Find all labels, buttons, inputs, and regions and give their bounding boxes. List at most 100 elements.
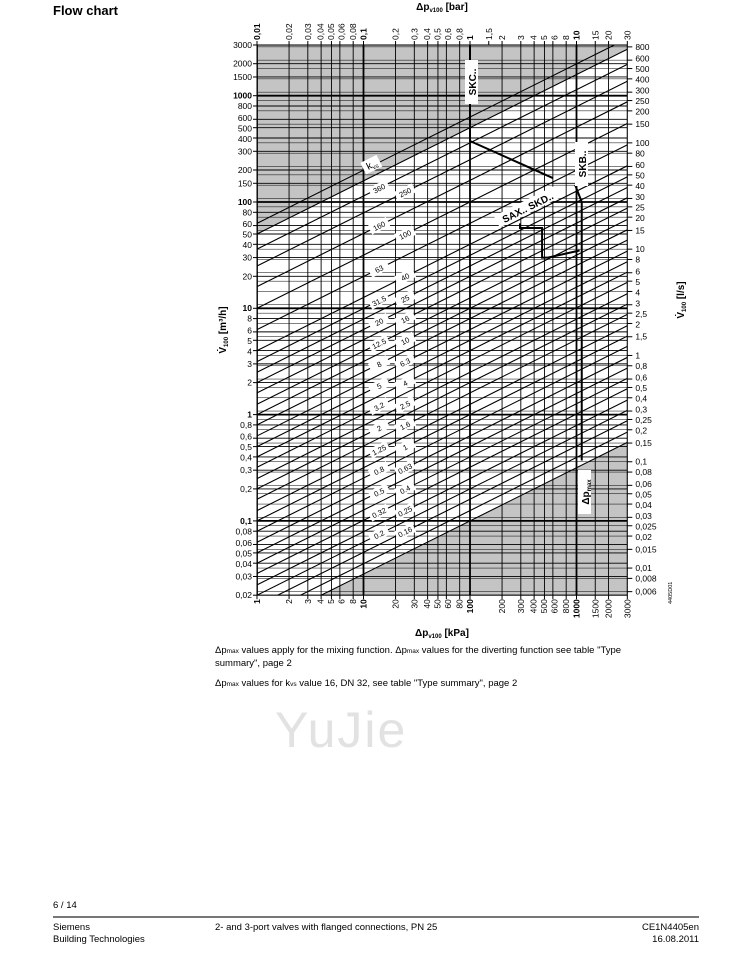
y-right-tick-label: 0,25 xyxy=(635,415,652,425)
y-right-tick-label: 3 xyxy=(635,298,640,308)
kvs-label-text: 25 xyxy=(399,293,410,305)
y-left-tick-label: 3000 xyxy=(233,40,252,50)
y-left-tick-label: 0,08 xyxy=(235,526,252,536)
y-right-tick-label: 15 xyxy=(635,225,645,235)
x-bottom-tick-label: 2 xyxy=(284,599,294,604)
kvs-line xyxy=(257,122,628,309)
kvs-line xyxy=(276,420,628,596)
y-right-tick-label: 100 xyxy=(635,138,649,148)
kvs-label: 2 xyxy=(367,419,391,437)
kvs-label-bg xyxy=(393,416,417,435)
kvs-label-text: 0.8 xyxy=(373,464,386,477)
kvs-line xyxy=(257,261,628,448)
y-left-tick-label: 2000 xyxy=(233,59,252,69)
kvs-label-text: 0.2 xyxy=(373,528,386,541)
x-bottom-tick-label: 3000 xyxy=(622,599,632,618)
kvs-line xyxy=(257,239,628,426)
y-right-tick-label: 0,04 xyxy=(635,500,652,510)
document-number: CE1N4405en xyxy=(641,922,699,933)
y-left-tick-label: 1 xyxy=(247,410,252,420)
kvs-line xyxy=(257,335,628,522)
x-top-tick-label: 0,04 xyxy=(315,23,325,40)
kvs-line xyxy=(257,80,628,267)
kvs-line xyxy=(257,186,628,373)
y-right-tick-label: 40 xyxy=(635,181,645,191)
kvs-label-bg xyxy=(393,225,417,244)
y-left-tick-label: 0,3 xyxy=(240,465,252,475)
y-left-tick-label: 0,4 xyxy=(240,453,252,463)
y-right-tick-label: 0,8 xyxy=(635,361,647,371)
kvs-line xyxy=(257,271,628,458)
y-right-tick-label: 0,06 xyxy=(635,479,652,489)
x-bottom-tick-label: 5 xyxy=(326,599,336,604)
y-left-tick-label: 0,02 xyxy=(235,590,252,600)
kvs-label-bg xyxy=(393,310,417,328)
x-bottom-tick-label: 4 xyxy=(315,599,325,604)
y-right-tick-label: 0,01 xyxy=(635,563,652,573)
kvs-label-text: 63 xyxy=(373,263,384,275)
x-top-tick-label: 6 xyxy=(549,35,559,40)
kvs-label-bg xyxy=(367,312,391,331)
y-left-axis-title-sub: 100 xyxy=(224,336,230,347)
x-top-tick-label: 0,2 xyxy=(391,28,401,40)
x-top-tick-label: 20 xyxy=(604,30,614,40)
y-left-tick-label: 60 xyxy=(243,219,253,229)
y-right-axis-title-unit: [l/s] xyxy=(676,281,687,302)
y-right-tick-label: 0,015 xyxy=(635,544,657,554)
kvs-label: 0.5 xyxy=(367,483,391,501)
x-top-tick-label: 15 xyxy=(590,30,600,40)
y-left-tick-label: 2 xyxy=(247,378,252,388)
note-text: values for the diverting function see ta… xyxy=(215,645,622,669)
kvs-label-text: 10 xyxy=(399,335,410,347)
x-bottom-axis-title-unit: [kPa] xyxy=(442,628,469,639)
kvs-label-text: 16 xyxy=(399,314,410,326)
y-right-tick-label: 8 xyxy=(635,255,640,265)
kvs-line xyxy=(257,63,628,250)
y-right-axis-title: V̇100 [l/s] xyxy=(675,281,688,318)
x-bottom-tick-label: 1500 xyxy=(590,599,600,618)
x-top-tick-label: 0,01 xyxy=(252,23,262,40)
x-top-tick-label: 5 xyxy=(539,35,549,40)
y-left-tick-label: 50 xyxy=(243,230,253,240)
kvs-label: 1 xyxy=(393,438,417,456)
y-right-tick-label: 600 xyxy=(635,54,649,64)
kvs-label-bg xyxy=(393,395,417,414)
x-top-tick-label: 0,4 xyxy=(422,28,432,40)
x-top-tick-label: 0,1 xyxy=(359,28,369,40)
kvs-label-bg xyxy=(367,259,391,278)
dpmax-curve xyxy=(574,184,583,461)
kvs-label-bg xyxy=(367,216,391,235)
x-top-tick-label: 1,5 xyxy=(484,28,494,40)
kvs-label: 1.6 xyxy=(393,416,417,435)
kvs-line xyxy=(257,313,628,500)
x-top-axis-title-sub: v100 xyxy=(429,8,443,14)
kvs-line xyxy=(257,293,628,480)
y-left-tick-label: 10 xyxy=(243,303,253,313)
y-right-tick-label: 10 xyxy=(635,244,645,254)
y-left-tick-label: 30 xyxy=(243,253,253,263)
x-top-tick-label: 4 xyxy=(528,35,538,40)
y-right-tick-label: 0,1 xyxy=(635,457,647,467)
kvs-label-bg xyxy=(393,183,417,202)
y-right-tick-label: 1 xyxy=(635,350,640,360)
x-top-tick-label: 0,06 xyxy=(336,23,346,40)
y-left-tick-label: 0,06 xyxy=(235,538,252,548)
x-top-tick-label: 0,05 xyxy=(326,23,336,40)
kvs-line xyxy=(257,325,628,512)
kvs-label-bg xyxy=(393,480,417,499)
kvs-line xyxy=(257,356,628,543)
kvs-label: 0.8 xyxy=(367,461,391,480)
kvs-label: 3.2 xyxy=(367,397,391,416)
x-bottom-tick-label: 50 xyxy=(432,599,442,609)
kvs-line xyxy=(257,176,628,363)
x-bottom-tick-label: 100 xyxy=(465,599,475,613)
kvs-label-text: 4 xyxy=(401,379,409,389)
skb-label: SKB.. xyxy=(575,142,589,186)
y-right-tick-label: 0,3 xyxy=(635,405,647,415)
y-left-tick-label: 0,5 xyxy=(240,442,252,452)
kvs-label-bg xyxy=(367,461,391,480)
skc-label: SKC.. xyxy=(465,60,479,104)
note-text: Δp xyxy=(215,645,227,656)
kvs-label: 0.4 xyxy=(393,480,417,499)
